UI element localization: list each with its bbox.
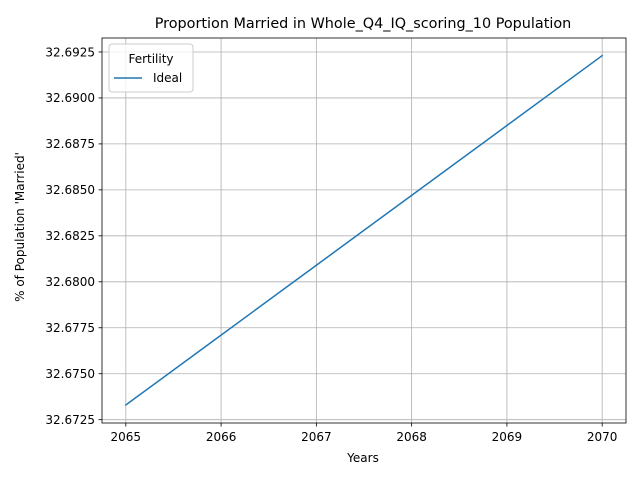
legend: Fertility Ideal — [109, 44, 193, 92]
legend-title: Fertility — [128, 52, 173, 66]
y-tick-label: 32.6875 — [45, 137, 95, 151]
x-tick-label: 2065 — [111, 430, 142, 444]
y-tick-label: 32.6775 — [45, 321, 95, 335]
x-tick-label: 2070 — [587, 430, 618, 444]
y-tick-label: 32.6900 — [45, 91, 95, 105]
y-tick-label: 32.6800 — [45, 275, 95, 289]
legend-entry-ideal: Ideal — [153, 71, 182, 85]
y-axis-ticks: 32.6725 32.6750 32.6775 32.6800 32.6825 32.68… — [45, 45, 102, 427]
y-tick-label: 32.6850 — [45, 183, 95, 197]
x-tick-label: 2066 — [206, 430, 237, 444]
y-tick-label: 32.6750 — [45, 367, 95, 381]
x-axis-label: Years — [346, 451, 379, 465]
y-tick-label: 32.6925 — [45, 45, 95, 59]
chart-title: Proportion Married in Whole_Q4_IQ_scorin… — [155, 16, 572, 32]
y-tick-label: 32.6725 — [45, 413, 95, 427]
y-axis-label: % of Population 'Married' — [13, 152, 27, 302]
x-tick-label: 2068 — [396, 430, 427, 444]
x-tick-label: 2069 — [492, 430, 523, 444]
x-tick-label: 2067 — [301, 430, 332, 444]
y-tick-label: 32.6825 — [45, 229, 95, 243]
